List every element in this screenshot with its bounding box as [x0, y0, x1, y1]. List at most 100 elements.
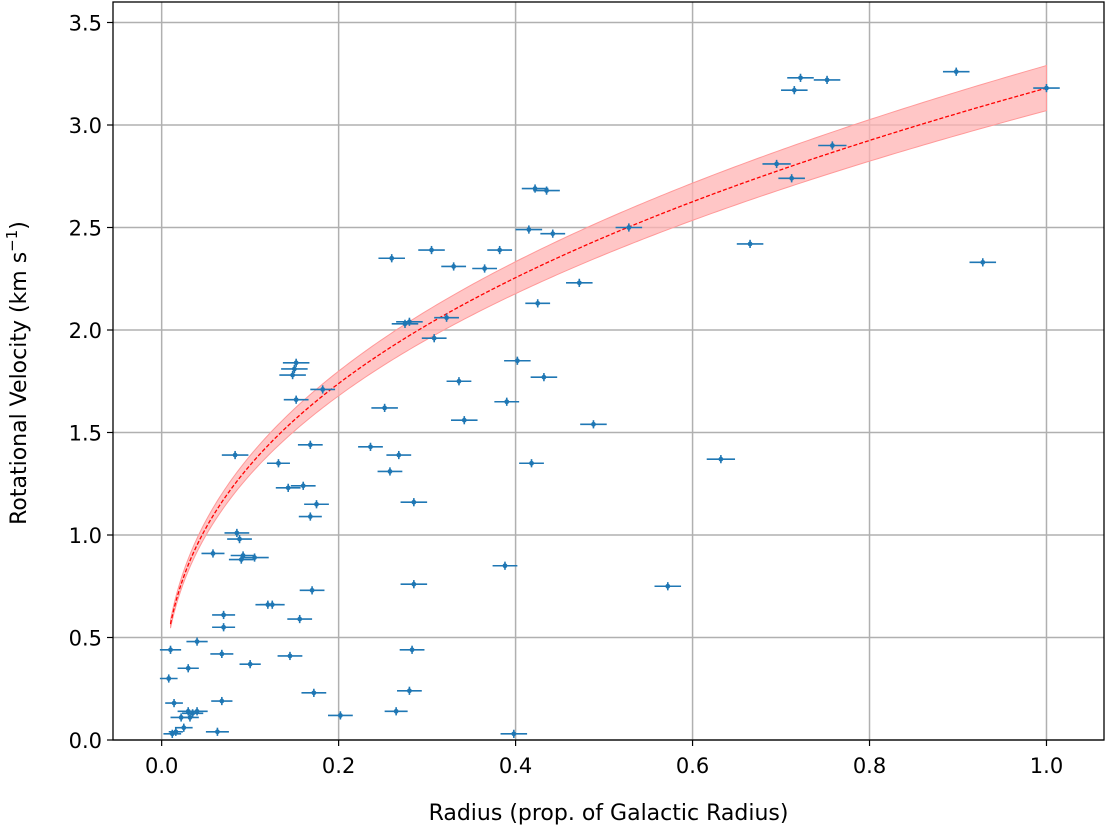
data-point	[328, 711, 353, 720]
data-point	[177, 664, 199, 673]
y-tick-label: 2.5	[69, 217, 102, 241]
point-marker	[461, 417, 467, 423]
point-marker	[980, 259, 986, 265]
data-point	[212, 610, 236, 620]
point-marker	[291, 366, 297, 372]
point-marker	[456, 378, 462, 384]
data-point	[400, 498, 428, 507]
data-point	[159, 645, 182, 654]
point-marker	[429, 247, 434, 253]
point-marker	[309, 587, 315, 593]
data-point	[358, 442, 383, 451]
point-marker	[626, 225, 632, 230]
data-point	[221, 450, 249, 460]
data-point	[736, 239, 764, 248]
y-tick-label: 0.5	[69, 627, 102, 651]
point-marker	[774, 161, 780, 167]
data-point	[615, 223, 643, 232]
data-point	[211, 696, 233, 706]
data-point	[1033, 84, 1060, 93]
point-marker	[953, 69, 959, 75]
data-point	[580, 420, 607, 429]
data-point	[212, 623, 236, 632]
point-marker	[829, 143, 835, 148]
y-tick-label: 1.0	[69, 524, 102, 548]
point-marker	[444, 315, 449, 321]
point-marker	[382, 405, 388, 411]
point-marker	[171, 700, 177, 706]
point-marker	[168, 647, 173, 653]
point-marker	[502, 563, 508, 569]
point-marker	[181, 725, 187, 731]
data-point	[186, 637, 208, 646]
plot-frame	[112, 1, 1105, 741]
point-marker	[240, 553, 246, 558]
point-marker	[402, 321, 408, 327]
data-point	[566, 278, 593, 287]
data-point	[174, 723, 193, 732]
point-marker	[166, 676, 172, 681]
data-point	[277, 651, 303, 661]
axis-ticks-group: 0.0 0.2 0.4 0.6 0.8 1.0 0.0 0.5 1.0 1.5 2.0 2.5 3.0 3…	[69, 12, 1064, 779]
point-marker	[252, 555, 257, 560]
point-marker	[368, 444, 373, 450]
point-marker	[297, 616, 303, 622]
point-marker	[504, 399, 510, 405]
point-marker	[300, 483, 306, 489]
data-point	[969, 258, 997, 267]
data-point	[487, 245, 513, 255]
data-point	[230, 551, 256, 560]
point-marker	[431, 335, 437, 341]
data-point	[304, 500, 329, 509]
y-tick-label: 3.5	[69, 12, 102, 36]
data-point	[762, 159, 791, 169]
data-point	[205, 727, 229, 736]
data-point	[818, 141, 847, 150]
data-point	[533, 186, 560, 195]
point-marker	[497, 247, 503, 253]
data-point	[418, 245, 445, 255]
data-point	[397, 686, 422, 695]
data-point	[942, 67, 970, 76]
data-point	[399, 645, 425, 654]
point-marker	[287, 653, 293, 659]
data-point	[396, 317, 423, 326]
point-marker	[311, 690, 317, 696]
point-marker	[290, 372, 296, 378]
point-marker	[747, 241, 753, 247]
data-point	[494, 397, 520, 406]
y-tick-label: 0.0	[69, 729, 102, 753]
point-marker	[529, 460, 534, 466]
point-marker	[544, 188, 549, 194]
point-marker	[190, 710, 196, 716]
point-marker	[409, 647, 415, 653]
point-marker	[187, 715, 193, 720]
point-marker	[591, 421, 596, 427]
point-marker	[285, 485, 291, 491]
data-point	[530, 373, 558, 382]
data-point	[181, 713, 199, 722]
data-point	[275, 483, 301, 492]
point-marker	[1044, 85, 1049, 91]
data-point	[778, 174, 805, 183]
point-marker	[535, 300, 541, 306]
data-point	[446, 377, 472, 386]
data-point	[515, 225, 543, 234]
data-point	[182, 709, 204, 718]
point-marker	[789, 175, 795, 181]
data-point	[386, 450, 412, 460]
point-marker	[293, 397, 299, 403]
y-tick-label: 3.0	[69, 114, 102, 138]
point-marker	[798, 75, 803, 81]
point-marker	[169, 731, 175, 737]
data-point	[227, 535, 252, 544]
data-point	[500, 729, 528, 738]
data-point	[163, 729, 182, 738]
data-point	[201, 549, 225, 558]
point-marker	[337, 713, 343, 718]
y-axis-label-superscript: −1	[3, 230, 21, 252]
data-point	[472, 264, 498, 273]
point-marker	[194, 708, 200, 714]
data-point	[310, 385, 336, 394]
